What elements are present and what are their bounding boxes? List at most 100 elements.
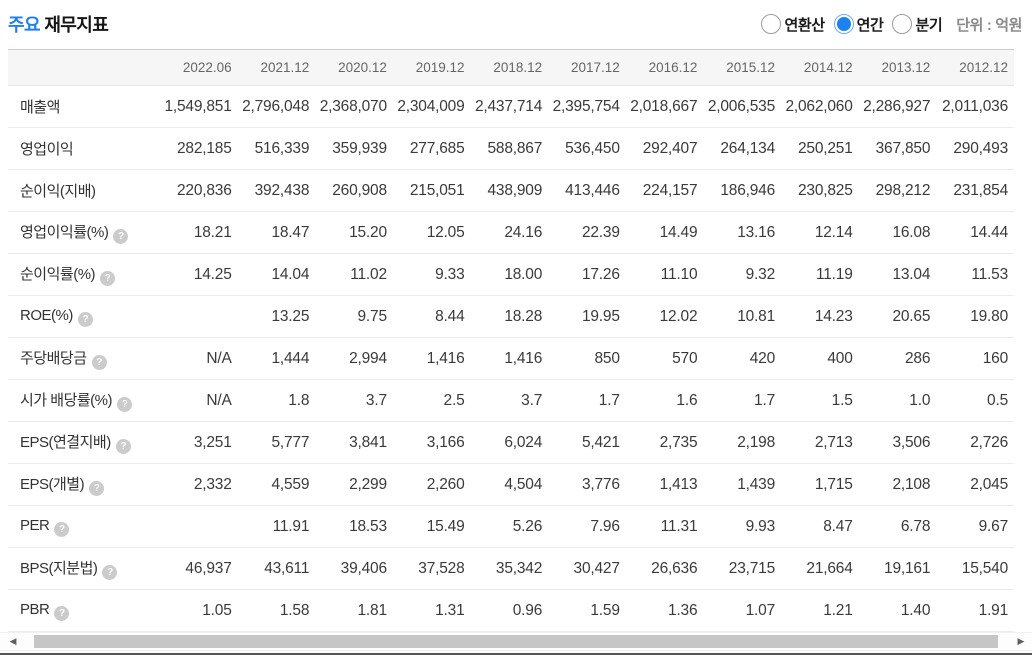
help-icon[interactable]: ? xyxy=(115,439,131,454)
radio-label[interactable]: 연간 xyxy=(856,16,884,34)
scroll-left-icon[interactable]: ◀ xyxy=(9,636,17,646)
radio-label[interactable]: 분기 xyxy=(915,16,943,34)
table-cell: 1.05 xyxy=(160,589,238,632)
row-label: ROE(%)? xyxy=(8,295,160,338)
table-cell: 413,446 xyxy=(548,169,626,212)
table-cell: 1.58 xyxy=(237,589,316,632)
table-cell: 2,332 xyxy=(160,463,238,506)
table-cell: 1.31 xyxy=(392,589,471,632)
table-cell: 4,504 xyxy=(470,463,549,506)
help-icon[interactable]: ? xyxy=(113,229,129,244)
table-cell: 19,161 xyxy=(858,547,937,590)
table-row: 순이익률(%)? 14.25 14.04 11.02 9.33 18.00 17.26 11.… xyxy=(8,253,1014,296)
table-cell: 1.07 xyxy=(703,589,781,632)
table-cell: 2,018,667 xyxy=(625,85,704,128)
table-cell: 46,937 xyxy=(160,547,238,590)
help-icon[interactable]: ? xyxy=(77,311,93,327)
table-cell: 37,528 xyxy=(392,547,471,590)
table-cell: 588,867 xyxy=(470,127,549,170)
table-cell: 3,776 xyxy=(548,463,626,506)
table-cell: 9.93 xyxy=(703,505,781,548)
row-label-text: 영업이익 xyxy=(20,141,74,158)
table-cell: 290,493 xyxy=(936,127,1014,170)
table-cell: 298,212 xyxy=(858,169,937,212)
help-icon[interactable]: ? xyxy=(89,481,105,496)
radio-unselected-icon[interactable] xyxy=(892,14,913,34)
row-label: 시가 배당률(%)? xyxy=(8,379,160,422)
table-cell: 3.7 xyxy=(470,379,549,422)
table-cell: 231,854 xyxy=(936,169,1014,212)
table-cell: 160 xyxy=(936,337,1014,380)
table-cell: 9.75 xyxy=(315,295,393,338)
table-cell: 2,994 xyxy=(315,337,393,380)
table-cell: 18.21 xyxy=(160,211,238,254)
table-cell: 14.49 xyxy=(625,211,704,254)
table-cell: 3,841 xyxy=(315,421,393,464)
radio-option-0[interactable]: 연환산 xyxy=(761,14,825,35)
row-label: 순이익(지배) xyxy=(8,169,160,212)
table-row: BPS(지분법)? 46,937 43,611 39,406 37,528 35,342 3… xyxy=(8,547,1014,590)
table-cell: 18.47 xyxy=(237,211,316,254)
table-cell: 1.59 xyxy=(548,589,626,632)
help-icon[interactable]: ? xyxy=(54,521,70,537)
financial-table: 2022.06 2021.12 2020.12 2019.12 2018.12 2017.… xyxy=(8,50,1014,632)
table-cell: 13.25 xyxy=(237,295,316,338)
table-cell: 1,549,851 xyxy=(160,85,238,128)
table-cell: 14.44 xyxy=(936,211,1014,254)
table-cell: 3,506 xyxy=(858,421,937,464)
help-icon[interactable]: ? xyxy=(117,397,132,412)
table-cell: 16.08 xyxy=(858,211,937,254)
table-cell: 17.26 xyxy=(548,253,626,296)
help-icon[interactable]: ? xyxy=(102,565,118,580)
row-label-text: 매출액 xyxy=(20,99,60,116)
table-header-row: 2022.06 2021.12 2020.12 2019.12 2018.12 2017.… xyxy=(8,50,1014,86)
table-cell: 3,166 xyxy=(392,421,471,464)
scroll-right-icon[interactable]: ▶ xyxy=(1017,636,1025,646)
help-icon[interactable]: ? xyxy=(54,605,70,621)
table-cell: 12.14 xyxy=(781,211,859,254)
row-label-text: EPS(개별) xyxy=(20,476,85,493)
help-icon[interactable]: ? xyxy=(100,271,116,286)
table-row: EPS(연결지배)? 3,251 5,777 3,841 3,166 6,024 5,421… xyxy=(8,421,1014,464)
table-cell: 20.65 xyxy=(858,295,937,338)
radio-unselected-icon[interactable] xyxy=(761,14,782,34)
table-cell: 13.16 xyxy=(703,211,781,254)
scrollbar-thumb[interactable] xyxy=(34,635,998,648)
table-cell: 282,185 xyxy=(160,127,238,170)
help-icon[interactable]: ? xyxy=(91,355,107,370)
table-cell: 1.6 xyxy=(625,379,704,422)
table-cell: 2,304,009 xyxy=(392,85,471,128)
table-cell: 1.81 xyxy=(315,589,393,632)
row-label: 주당배당금? xyxy=(8,337,160,380)
table-cell: 30,427 xyxy=(548,547,626,590)
page-title: 주요 재무지표 xyxy=(8,11,109,37)
page-title-highlight: 주요 xyxy=(8,15,41,35)
table-cell: 5,421 xyxy=(548,421,626,464)
table-cell: 11.91 xyxy=(237,505,316,548)
row-label-text: 주당배당금 xyxy=(20,350,87,367)
table-cell: 22.39 xyxy=(548,211,626,254)
horizontal-scrollbar[interactable]: ◀ ▶ xyxy=(0,632,1032,651)
radio-label[interactable]: 연환산 xyxy=(784,16,825,34)
row-label: EPS(연결지배)? xyxy=(8,421,160,464)
radio-selected-icon[interactable] xyxy=(833,14,854,34)
table-cell: 260,908 xyxy=(315,169,393,212)
table-cell: 1,715 xyxy=(781,463,859,506)
row-label: PBR? xyxy=(8,589,160,632)
table-cell: 35,342 xyxy=(470,547,549,590)
table-cell: 2,062,060 xyxy=(781,85,859,128)
table-cell xyxy=(160,295,238,338)
table-cell: 2,198 xyxy=(703,421,781,464)
table-cell: 9.32 xyxy=(703,253,781,296)
radio-option-1[interactable]: 연간 xyxy=(833,14,884,35)
table-cell: 7.96 xyxy=(548,505,626,548)
radio-option-2[interactable]: 분기 xyxy=(892,14,943,35)
table-cell xyxy=(160,505,238,548)
table-cell: 850 xyxy=(548,337,626,380)
table-row: 주당배당금? N/A 1,444 2,994 1,416 1,416 850 570 420 40… xyxy=(8,337,1014,380)
table-row: ROE(%)? 13.25 9.75 8.44 18.28 19.95 12.02 10.81… xyxy=(8,295,1014,338)
table-cell: 438,909 xyxy=(470,169,549,212)
table-cell: 15.20 xyxy=(315,211,393,254)
table-cell: 1,416 xyxy=(470,337,549,380)
column-header: 2015.12 xyxy=(703,50,781,86)
